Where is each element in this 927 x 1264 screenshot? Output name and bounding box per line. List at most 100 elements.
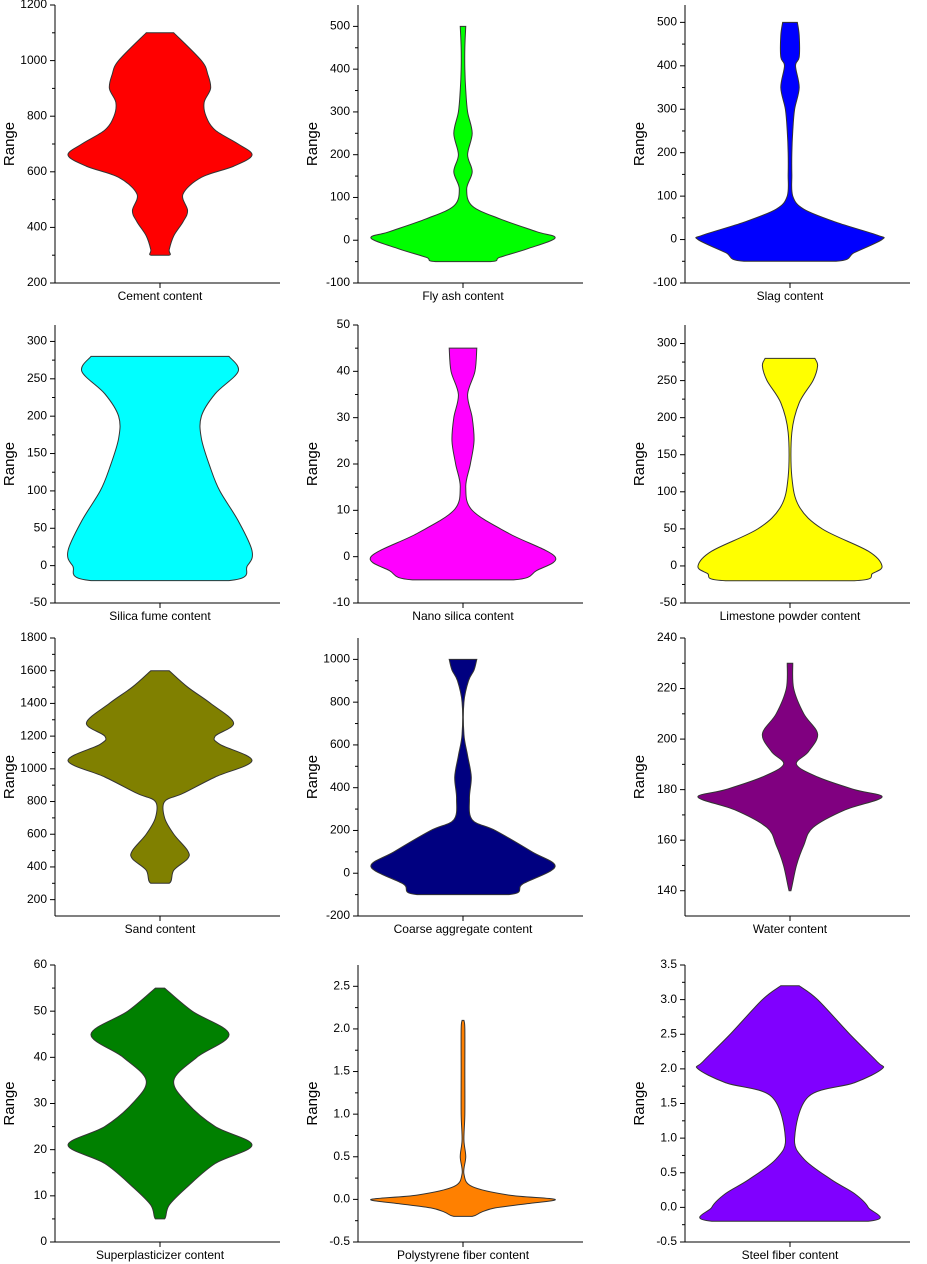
violin xyxy=(370,25,556,263)
y-tick-label: 0 xyxy=(40,1234,47,1248)
y-tick-label: -100 xyxy=(653,275,677,289)
y-tick-label: 180 xyxy=(657,782,677,796)
y-axis-label: Range xyxy=(631,442,648,486)
y-tick-label: 500 xyxy=(330,19,350,33)
y-tick-label: 400 xyxy=(657,58,677,72)
y-tick-label: -200 xyxy=(326,908,350,922)
y-tick-label: 100 xyxy=(657,484,677,498)
y-tick-label: 10 xyxy=(34,1188,48,1202)
y-tick-label: 1.0 xyxy=(333,1106,350,1120)
panel: 0 10 20 30 40 50 60 Range Superplasticizer conte… xyxy=(1,957,280,1262)
violin xyxy=(67,987,253,1220)
y-tick-label: 240 xyxy=(657,630,677,644)
y-tick-label: 0 xyxy=(343,549,350,563)
panel: -10 0 10 20 30 40 50 Range Nano silica content xyxy=(304,317,583,623)
x-axis-label: Limestone powder content xyxy=(720,609,861,623)
panel: -100 0 100 200 300 400 500 Range Fly ash content xyxy=(304,5,583,303)
y-tick-label: 400 xyxy=(330,780,350,794)
y-tick-label: -10 xyxy=(333,595,351,609)
y-tick-label: 1200 xyxy=(20,728,47,742)
panel: -50 0 50 100 150 200 250 300 Range Limestone powd… xyxy=(631,325,910,623)
y-tick-label: 160 xyxy=(657,832,677,846)
y-tick-label: -0.5 xyxy=(656,1234,677,1248)
y-tick-label: 3.0 xyxy=(660,992,677,1006)
y-tick-label: 1.0 xyxy=(660,1130,677,1144)
y-tick-label: 0.5 xyxy=(660,1165,677,1179)
x-axis-label: Nano silica content xyxy=(412,609,514,623)
y-tick-label: 100 xyxy=(27,483,47,497)
y-axis-label: Range xyxy=(631,1081,648,1125)
y-tick-label: 50 xyxy=(664,521,678,535)
violin xyxy=(697,357,883,582)
violin xyxy=(695,985,885,1222)
panel: 200 400 600 800 1000 1200 Range Cement content xyxy=(1,0,280,303)
y-tick-label: 0.0 xyxy=(660,1200,677,1214)
y-tick-label: 0.0 xyxy=(333,1192,350,1206)
y-tick-label: 300 xyxy=(657,336,677,350)
y-tick-label: 3.5 xyxy=(660,957,677,971)
y-tick-label: 200 xyxy=(27,275,47,289)
panel: 140 160 180 200 220 240 Range Water content xyxy=(631,630,910,936)
y-axis-label: Range xyxy=(1,1081,18,1125)
y-tick-label: 1600 xyxy=(20,663,47,677)
violin xyxy=(370,1019,556,1217)
y-tick-label: 1000 xyxy=(20,53,47,67)
y-tick-label: 200 xyxy=(657,410,677,424)
y-axis-label: Range xyxy=(1,442,18,486)
x-axis-label: Steel fiber content xyxy=(742,1248,839,1262)
y-tick-label: 1200 xyxy=(20,0,47,11)
y-tick-label: 250 xyxy=(657,373,677,387)
y-tick-label: 0 xyxy=(40,558,47,572)
y-axis-label: Range xyxy=(304,442,321,486)
x-axis-label: Water content xyxy=(753,922,828,936)
y-tick-label: 220 xyxy=(657,681,677,695)
y-tick-label: 150 xyxy=(657,447,677,461)
y-tick-label: 800 xyxy=(27,794,47,808)
y-axis-label: Range xyxy=(1,122,18,166)
y-tick-label: 40 xyxy=(34,1050,48,1064)
y-tick-label: 600 xyxy=(27,826,47,840)
y-axis-label: Range xyxy=(304,122,321,166)
y-tick-label: 0 xyxy=(670,558,677,572)
y-axis-label: Range xyxy=(631,755,648,799)
y-tick-label: 400 xyxy=(27,859,47,873)
y-tick-label: 0 xyxy=(343,232,350,246)
x-axis-label: Slag content xyxy=(757,289,824,303)
y-tick-label: 100 xyxy=(657,188,677,202)
y-tick-label: 1800 xyxy=(20,630,47,644)
y-tick-label: 20 xyxy=(337,456,351,470)
y-tick-label: 30 xyxy=(337,410,351,424)
y-tick-label: 0 xyxy=(343,865,350,879)
y-tick-label: -0.5 xyxy=(329,1234,350,1248)
y-tick-label: 60 xyxy=(34,957,48,971)
y-tick-label: 140 xyxy=(657,883,677,897)
violin xyxy=(370,658,556,896)
y-tick-label: 2.0 xyxy=(660,1061,677,1075)
y-axis-label: Range xyxy=(304,1081,321,1125)
violin xyxy=(67,32,253,256)
y-tick-label: 100 xyxy=(330,190,350,204)
y-tick-label: 30 xyxy=(34,1096,48,1110)
y-tick-label: 20 xyxy=(34,1142,48,1156)
panel: 200 400 600 800 1000 1200 1400 1600 1800 Range San… xyxy=(1,630,280,936)
y-tick-label: 250 xyxy=(27,371,47,385)
y-tick-label: 800 xyxy=(27,108,47,122)
y-tick-label: 200 xyxy=(330,147,350,161)
y-tick-label: 2.5 xyxy=(660,1026,677,1040)
y-tick-label: 200 xyxy=(27,892,47,906)
panel: -0.5 0.0 0.5 1.0 1.5 2.0 2.5 Range Polystyrene f… xyxy=(304,965,583,1262)
y-axis-label: Range xyxy=(1,755,18,799)
violin xyxy=(695,21,885,262)
y-axis-label: Range xyxy=(631,122,648,166)
x-axis-label: Superplasticizer content xyxy=(96,1248,225,1262)
violin xyxy=(67,355,253,582)
y-tick-label: 1.5 xyxy=(333,1064,350,1078)
y-tick-label: 2.0 xyxy=(333,1021,350,1035)
y-tick-label: -50 xyxy=(660,595,678,609)
violin xyxy=(67,670,253,884)
y-tick-label: 1400 xyxy=(20,696,47,710)
y-tick-label: 1.5 xyxy=(660,1096,677,1110)
panel: -200 0 200 400 600 800 1000 Range Coarse aggrega… xyxy=(304,638,583,936)
y-tick-label: 300 xyxy=(330,104,350,118)
y-tick-label: -100 xyxy=(326,275,350,289)
